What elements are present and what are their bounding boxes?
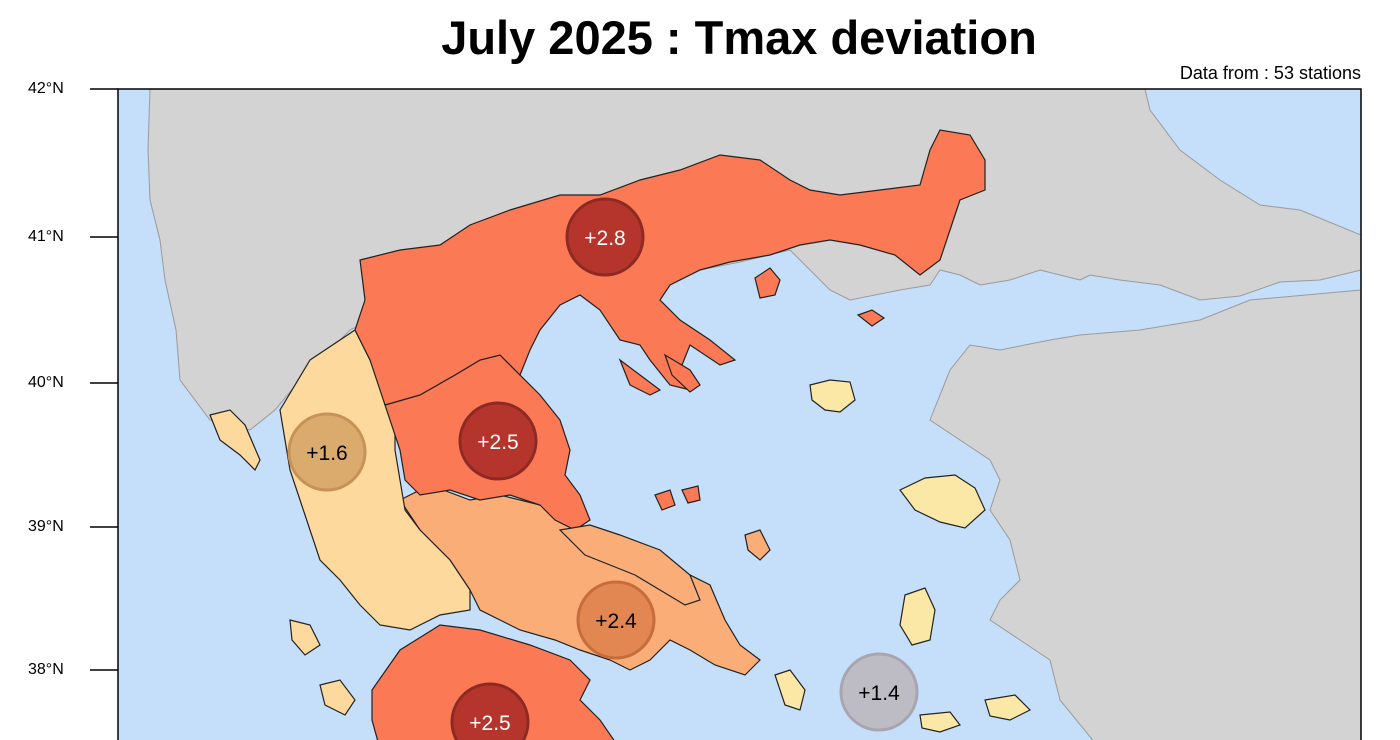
station-athens: +2.4	[576, 580, 656, 660]
island-chalkidiki-b	[663, 353, 701, 393]
map-frame	[117, 88, 1362, 740]
lat-ticks	[90, 88, 118, 671]
island-andros	[774, 669, 806, 711]
station-cyclades-label: +1.4	[858, 682, 900, 705]
lat-label-39: 39°N	[28, 518, 64, 535]
region-macedonia-thrace	[354, 129, 986, 406]
station-athens-label: +2.4	[595, 610, 637, 633]
station-thessaloniki-label: +2.8	[584, 227, 625, 250]
region-peloponnese	[371, 624, 615, 740]
island-skyros	[744, 529, 771, 561]
station-larissa: +2.5	[458, 401, 538, 481]
island-lefkada	[289, 619, 321, 656]
island-corfu	[209, 409, 261, 472]
island-sporades-b	[681, 485, 701, 504]
lat-label-41: 41°N	[28, 228, 64, 245]
station-ioannina-label: +1.6	[306, 442, 347, 465]
station-ioannina: +1.6	[287, 412, 367, 492]
island-evia	[558, 524, 701, 606]
lat-label-42: 42°N	[28, 80, 64, 97]
lat-label-40: 40°N	[28, 374, 64, 391]
station-peloponnese: +2.5	[450, 682, 530, 740]
island-sporades	[654, 489, 676, 511]
station-thessaloniki: +2.8	[565, 197, 645, 277]
island-chios	[899, 587, 936, 646]
island-kefalonia	[319, 679, 356, 716]
map-title: July 2025 : Tmax deviation	[441, 11, 1037, 64]
island-ikaria	[919, 711, 961, 733]
island-lesbos	[899, 474, 986, 529]
source-note: Data from : 53 stations	[1179, 63, 1361, 83]
land-balkans	[147, 89, 1361, 431]
lat-label-38: 38°N	[28, 661, 64, 678]
land-anatolia	[929, 289, 1361, 740]
station-larissa-label: +2.5	[477, 431, 518, 454]
island-lemnos	[809, 379, 856, 413]
station-peloponnese-label: +2.5	[469, 712, 510, 735]
island-samothrace	[856, 309, 886, 327]
island-samos	[984, 694, 1032, 721]
island-thasos	[754, 267, 781, 299]
island-chalkidiki-a	[618, 358, 662, 396]
station-cyclades: +1.4	[839, 652, 919, 732]
